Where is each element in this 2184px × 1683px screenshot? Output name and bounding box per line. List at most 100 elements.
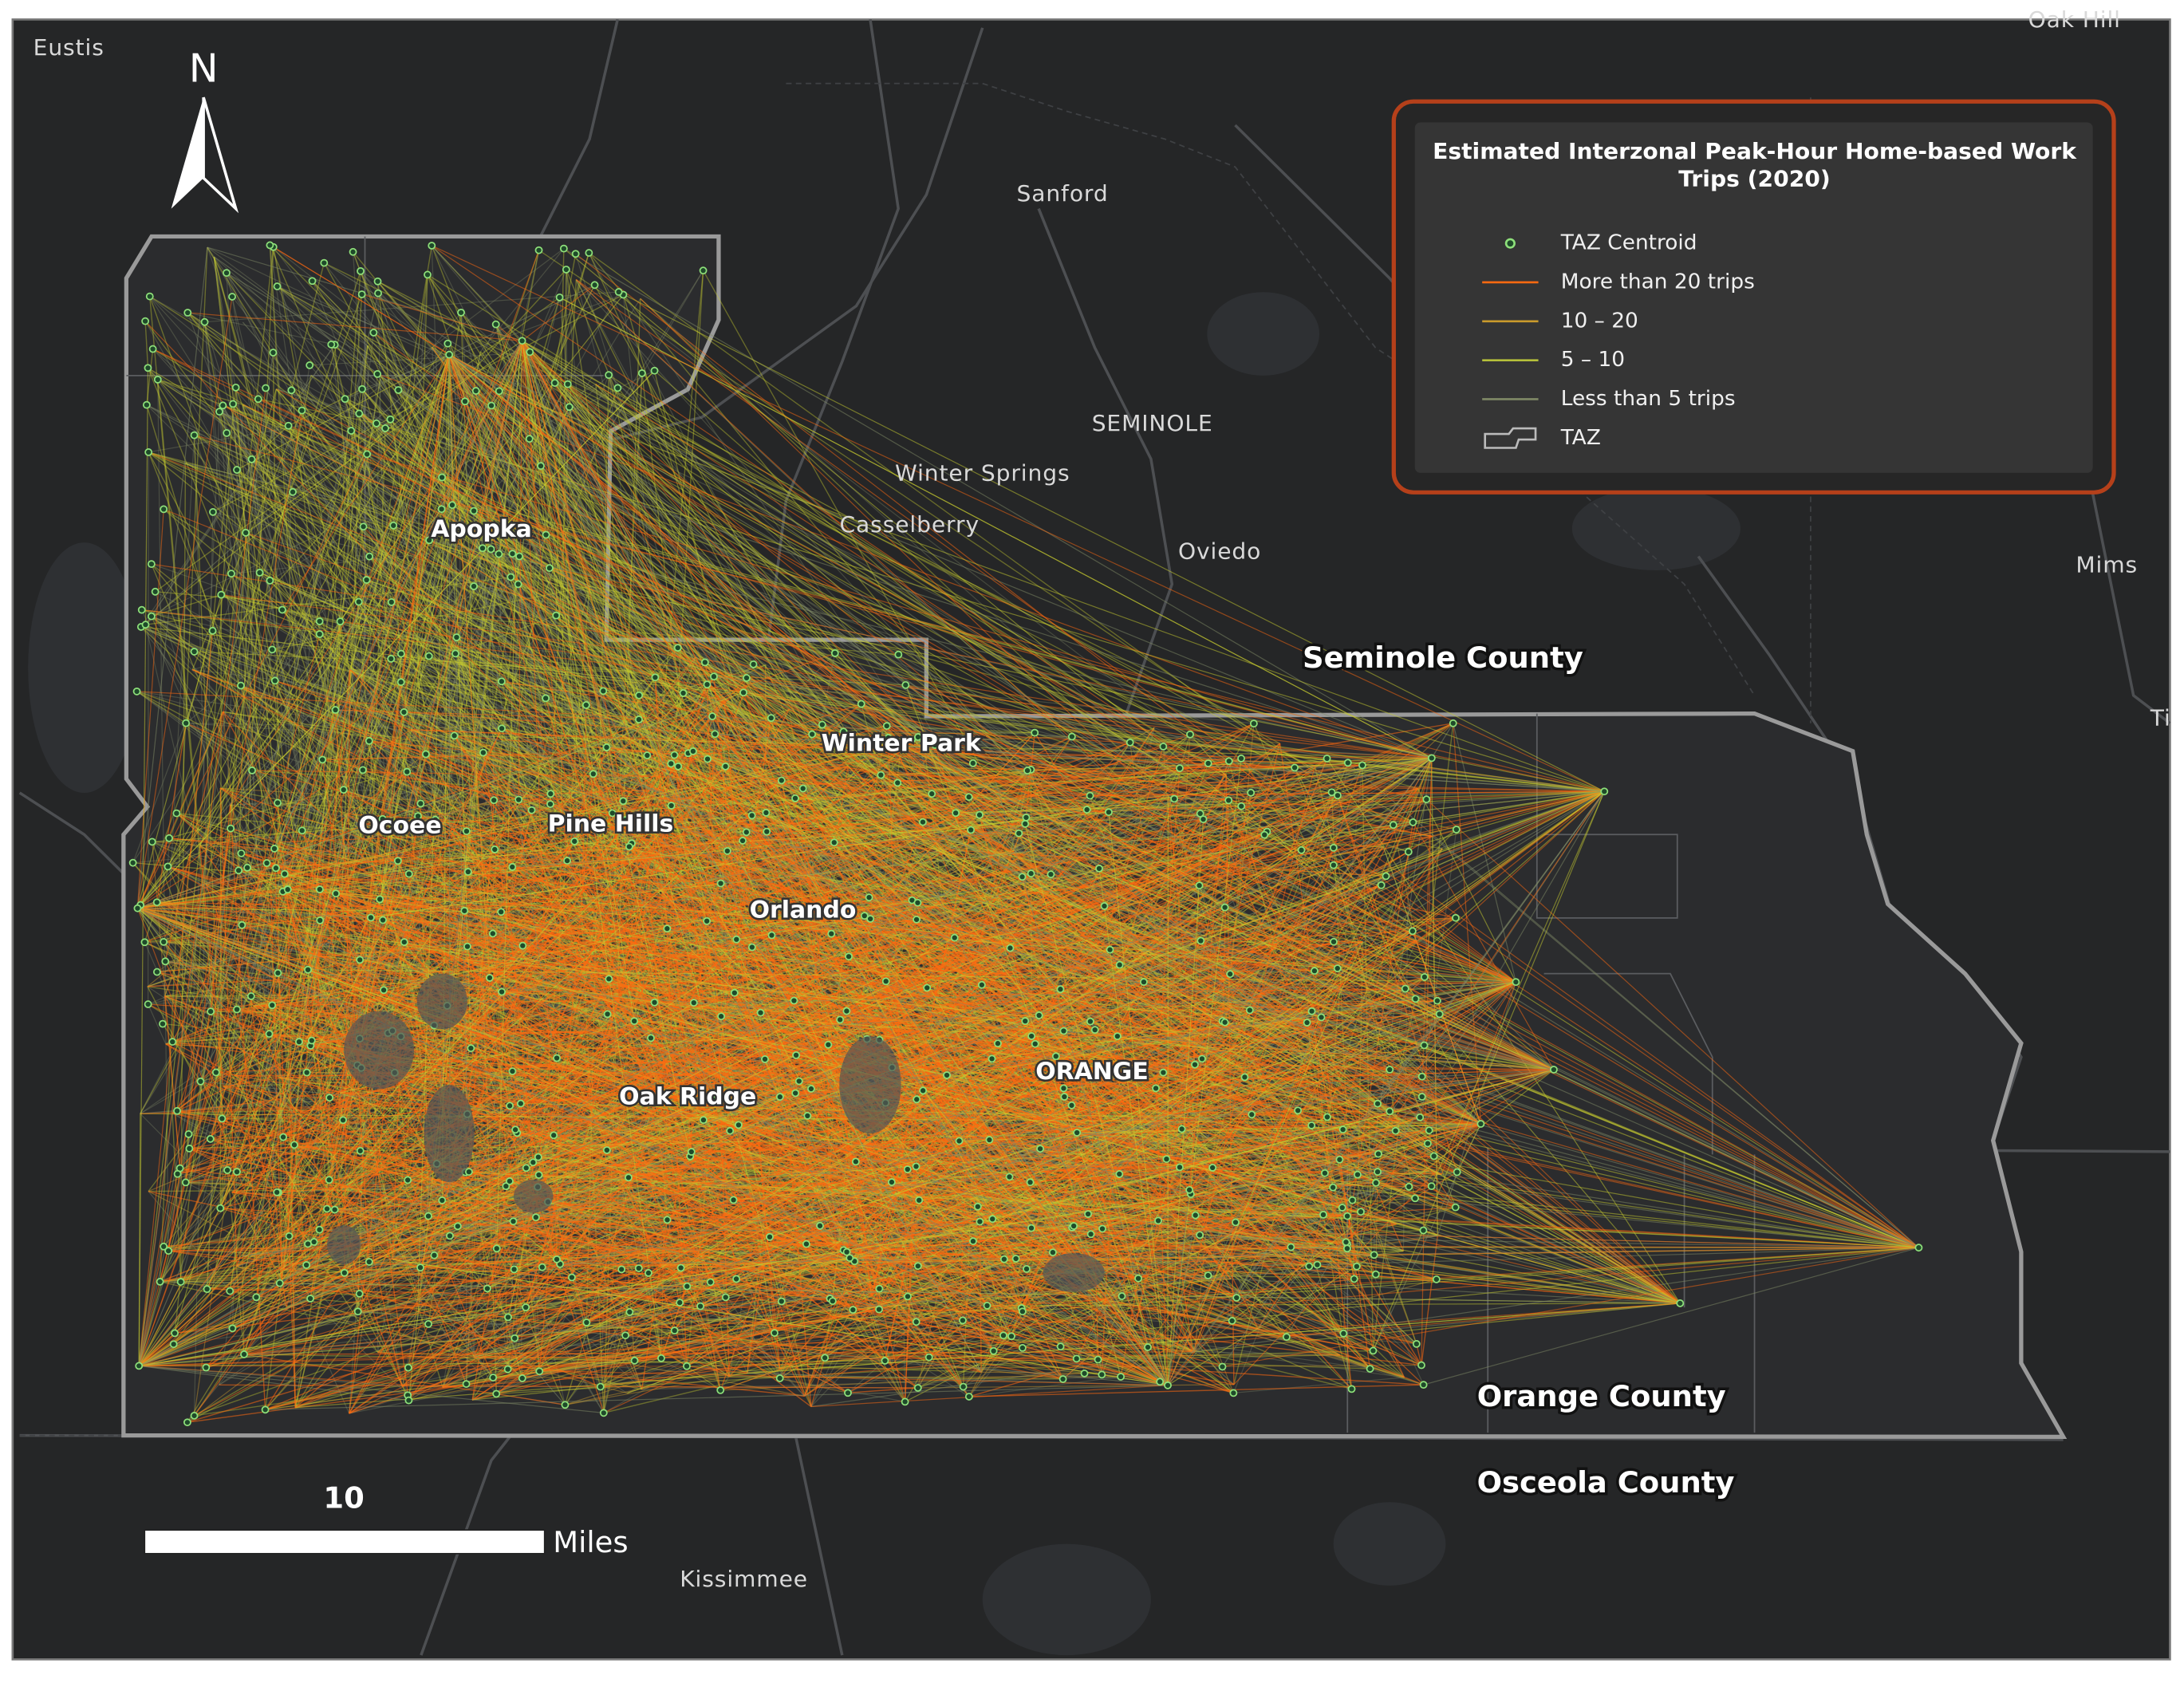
- taz-centroid: [767, 931, 776, 940]
- desire-line: [132, 862, 1516, 983]
- desire-line: [746, 685, 976, 1084]
- desire-line: [489, 703, 862, 979]
- desire-line: [1240, 758, 1555, 1070]
- taz-centroid: [340, 1268, 349, 1277]
- taz-centroid: [844, 1389, 852, 1397]
- desire-line: [448, 354, 630, 847]
- desire-line: [376, 373, 630, 847]
- taz-centroid: [1226, 970, 1235, 979]
- taz-centroid: [242, 528, 250, 537]
- desire-line: [144, 321, 1169, 1386]
- desire-line: [1311, 1011, 1555, 1070]
- desire-line: [667, 1161, 857, 1220]
- taz-centroid: [516, 1099, 525, 1108]
- taz-centroid: [169, 1340, 178, 1349]
- taz-centroid: [142, 400, 151, 409]
- desire-line: [565, 527, 1432, 759]
- desire-line: [287, 793, 551, 890]
- desire-line: [138, 1054, 797, 1366]
- desire-line: [192, 583, 518, 671]
- desire-line: [861, 703, 1555, 1070]
- taz-centroid: [1070, 1222, 1078, 1230]
- taz-centroid: [663, 924, 672, 933]
- desire-line: [1320, 1069, 1554, 1084]
- taz-centroid: [721, 762, 730, 771]
- taz-centroid: [164, 1247, 173, 1255]
- desire-line: [349, 790, 1605, 1414]
- desire-line: [265, 1123, 1481, 1410]
- desire-line: [369, 341, 523, 742]
- desire-line: [449, 757, 1433, 1236]
- taz-centroid: [696, 1302, 704, 1311]
- desire-line: [1233, 1377, 1405, 1394]
- taz-centroid: [546, 800, 554, 808]
- desire-line: [219, 411, 1919, 1248]
- taz-centroid: [881, 977, 890, 986]
- desire-line: [563, 248, 1433, 759]
- desire-line: [138, 708, 790, 1366]
- desire-line: [1431, 723, 1454, 759]
- desire-line: [265, 840, 743, 1410]
- taz-centroid: [147, 612, 156, 621]
- desire-line: [138, 621, 341, 1366]
- desire-line: [460, 312, 1169, 1386]
- desire-line: [138, 1074, 948, 1366]
- desire-line: [192, 668, 716, 735]
- taz-centroid: [904, 1292, 912, 1301]
- taz-centroid: [1007, 1332, 1015, 1341]
- taz-centroid: [280, 869, 289, 878]
- taz-centroid: [332, 889, 341, 898]
- taz-centroid: [223, 269, 231, 278]
- desire-line: [621, 1268, 1169, 1386]
- desire-line: [138, 902, 918, 1366]
- desire-line: [448, 284, 595, 356]
- desire-line: [137, 681, 402, 909]
- taz-centroid: [492, 1244, 501, 1253]
- taz-centroid: [1348, 1196, 1357, 1204]
- taz-centroid: [366, 913, 375, 922]
- desire-line: [274, 680, 1555, 1070]
- desire-line: [137, 908, 1192, 1195]
- taz-centroid: [365, 552, 374, 561]
- taz-centroid: [373, 419, 380, 428]
- desire-line: [1072, 1227, 1919, 1248]
- desire-line: [345, 813, 1169, 1386]
- desire-line: [318, 388, 619, 1230]
- desire-line: [494, 799, 1555, 1070]
- desire-line: [713, 676, 1605, 792]
- desire-line: [137, 902, 918, 909]
- desire-line: [507, 757, 1433, 1370]
- desire-line: [138, 1020, 635, 1366]
- taz-centroid: [1035, 1011, 1043, 1019]
- desire-line: [286, 512, 323, 890]
- desire-line: [349, 905, 1105, 1414]
- desire-line: [496, 341, 523, 1249]
- taz-centroid: [181, 1178, 190, 1187]
- desire-line: [1026, 1069, 1555, 1270]
- taz-centroid: [967, 826, 976, 834]
- desire-line: [191, 410, 303, 670]
- taz-centroid: [689, 999, 698, 1007]
- taz-centroid: [237, 681, 245, 690]
- taz-centroid: [404, 1363, 412, 1372]
- taz-centroid: [438, 473, 447, 482]
- taz-centroid: [1232, 1294, 1241, 1302]
- desire-line: [769, 981, 1516, 1238]
- taz-centroid: [726, 1126, 735, 1135]
- taz-centroid: [553, 1255, 561, 1263]
- desire-line: [265, 1250, 1404, 1411]
- taz-centroid: [730, 988, 739, 997]
- desire-line: [287, 845, 629, 890]
- desire-line: [1323, 1214, 1353, 1389]
- desire-line: [138, 919, 917, 1366]
- taz-centroid: [1036, 1145, 1044, 1153]
- desire-line: [487, 790, 1605, 1290]
- taz-centroid: [1056, 985, 1065, 994]
- desire-line: [521, 341, 568, 861]
- taz-centroid: [336, 617, 345, 626]
- desire-line: [138, 293, 379, 1366]
- desire-line: [139, 1365, 409, 1401]
- desire-line: [221, 594, 1919, 1248]
- desire-line: [137, 908, 362, 1069]
- desire-line: [453, 735, 737, 1232]
